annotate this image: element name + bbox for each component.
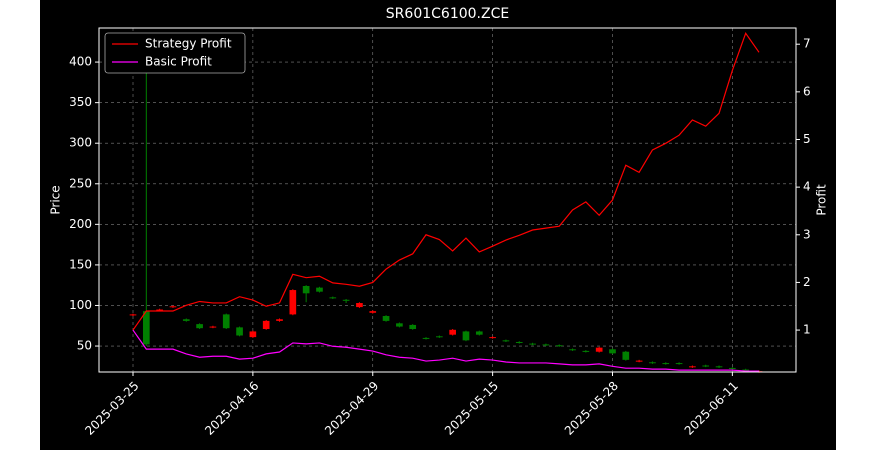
candle-body: [276, 319, 283, 321]
candle-body: [302, 286, 310, 294]
candle-body: [342, 299, 350, 301]
candle-body: [515, 341, 523, 343]
candle-body: [436, 336, 443, 338]
candle-body: [622, 351, 630, 360]
candle-body: [595, 347, 603, 352]
candle-body: [156, 309, 163, 311]
candle-body: [262, 320, 270, 329]
y2-tick-label: 7: [803, 37, 811, 51]
y2-tick-label: 6: [803, 84, 811, 98]
candle-body: [222, 314, 230, 329]
candle-body: [169, 306, 177, 308]
plot-frame: [98, 27, 797, 373]
candle-body: [502, 340, 510, 342]
candle-body: [142, 311, 150, 345]
candle-body: [369, 311, 377, 313]
candle-body: [715, 366, 723, 368]
candle-body: [582, 350, 590, 352]
candle-body: [196, 324, 203, 329]
line-series: [132, 329, 759, 372]
y-tick-label: 300: [69, 136, 92, 150]
y-tick-label: 200: [69, 217, 92, 231]
candle-body: [356, 303, 363, 308]
y2-tick-label: 5: [803, 132, 811, 146]
line-series: [132, 31, 760, 331]
y2-tick-label: 2: [803, 275, 811, 289]
candle-body: [689, 366, 696, 368]
candle-body: [475, 331, 483, 335]
candle-body: [489, 337, 496, 339]
candle-body: [662, 363, 670, 365]
candle-body: [555, 345, 563, 347]
y2-tick-label: 1: [803, 323, 811, 337]
candle-body: [449, 329, 456, 335]
candle-body: [316, 287, 323, 292]
legend-box: [104, 32, 246, 74]
candle-body: [249, 331, 257, 338]
y-axis-label: Price: [49, 185, 63, 214]
candle-body: [729, 367, 736, 369]
candle-body: [649, 362, 656, 364]
y-tick-label: 400: [69, 55, 92, 69]
chart-title: SR601C6100.ZCE: [386, 6, 509, 22]
candle-body: [742, 369, 750, 371]
candle-body: [129, 314, 137, 316]
candle-body: [382, 316, 390, 321]
candle-body: [702, 365, 710, 367]
candle-body: [236, 327, 243, 336]
candle-body: [462, 331, 470, 341]
candle-body: [409, 324, 417, 329]
candle-body: [542, 344, 550, 346]
y-tick-label: 250: [69, 176, 92, 190]
figure-background: [40, 0, 836, 450]
candle-body: [329, 297, 337, 299]
candle-body: [635, 360, 643, 362]
y-tick-label: 150: [69, 257, 92, 271]
legend-label: Strategy Profit: [145, 37, 232, 51]
candle-body: [396, 323, 403, 327]
y-tick-label: 350: [69, 95, 92, 109]
candle-body: [209, 326, 217, 328]
y2-tick-label: 3: [803, 227, 811, 241]
y-tick-label: 100: [69, 298, 92, 312]
y2-tick-label: 4: [803, 180, 811, 194]
candle-body: [422, 337, 430, 339]
candle-body: [609, 349, 616, 354]
candle-body: [569, 349, 576, 351]
y2-axis-label: Profit: [815, 184, 829, 216]
candle-body: [675, 363, 683, 365]
candle-body: [182, 319, 190, 321]
legend-label: Basic Profit: [145, 55, 212, 69]
candle-body: [529, 343, 536, 345]
candle-body: [289, 290, 297, 315]
y-tick-label: 50: [77, 339, 92, 353]
